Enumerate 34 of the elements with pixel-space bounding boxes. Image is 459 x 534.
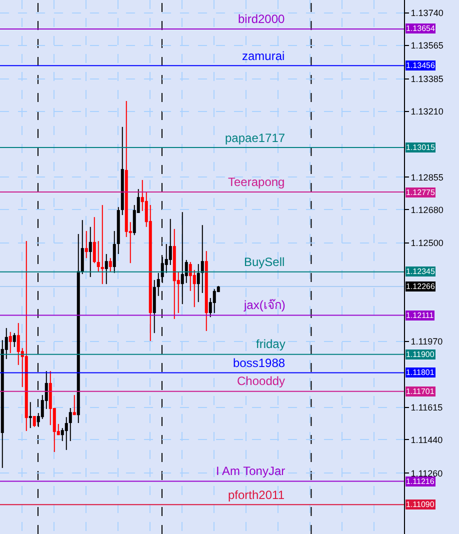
- annotation: 1.12111: [406, 311, 434, 320]
- ref-line-label: friday: [256, 337, 286, 351]
- y-tick-label: 1.13740: [410, 8, 444, 18]
- annotation: 1.13456: [406, 61, 436, 70]
- ref-line-label: Teerapong: [228, 175, 285, 189]
- y-tick-label: 1.11970: [410, 336, 443, 347]
- ref-line-label: bird2000: [238, 12, 286, 26]
- annotation: 1.13654: [406, 24, 436, 33]
- ref-line-label: BuySell: [244, 255, 285, 269]
- annotation: 1.11900: [406, 350, 435, 359]
- y-tick-label: 1.11615: [410, 402, 443, 412]
- ref-line-label: jax(เจ๊ก): [243, 298, 286, 312]
- y-tick-label: 1.12855: [410, 172, 444, 182]
- ref-line-label: pforth2011: [228, 488, 285, 502]
- y-tick-label: 1.12500: [410, 238, 444, 248]
- y-tick-label: 1.13565: [410, 40, 444, 51]
- ref-line-label: papae1717: [225, 131, 286, 145]
- annotation: 1.12266: [406, 282, 436, 291]
- annotation: 1.12345: [406, 267, 436, 276]
- y-tick-label: 1.11260: [410, 468, 443, 478]
- y-tick-label: 1.11440: [410, 434, 443, 445]
- ref-line-label: Chooddy: [237, 374, 286, 388]
- ref-line-label: zamurai: [242, 49, 285, 63]
- y-tick-label: 1.13210: [410, 106, 444, 116]
- annotation: 1.11801: [406, 368, 435, 377]
- annotation: 1.11090: [406, 500, 435, 509]
- annotation: 1.11216: [406, 477, 435, 486]
- ref-line-label: I Am TonyJar: [216, 464, 286, 478]
- y-tick-label: 1.13385: [410, 74, 444, 84]
- ref-line-label: boss1988: [233, 356, 286, 370]
- annotation: 1.13015: [406, 143, 436, 152]
- annotation: 1.11701: [406, 387, 435, 396]
- y-tick-label: 1.12680: [410, 204, 444, 215]
- annotation: 1.12775: [406, 188, 436, 197]
